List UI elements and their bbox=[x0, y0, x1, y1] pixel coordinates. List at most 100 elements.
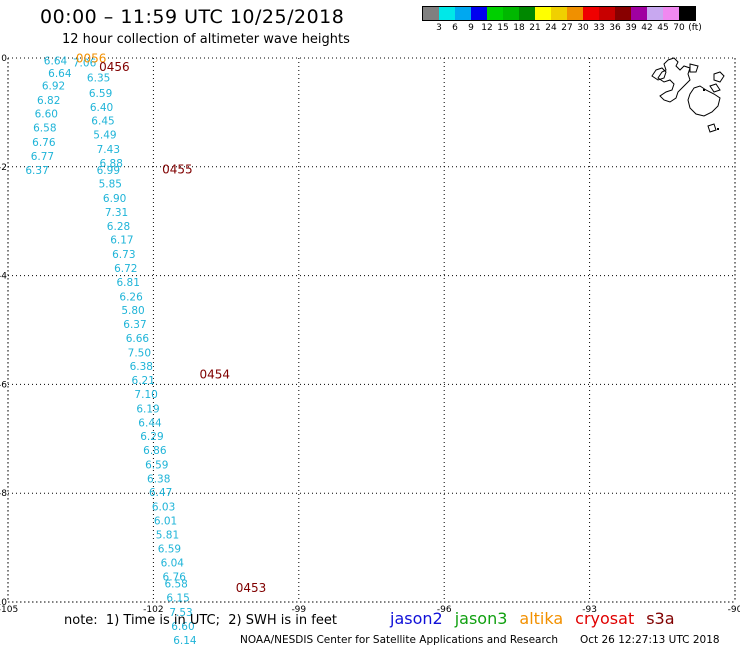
legend-swatch bbox=[487, 7, 503, 20]
satellite-label-jason3: jason3 bbox=[454, 609, 508, 628]
swh-value-label: 7.31 bbox=[105, 207, 128, 219]
footer-credit: NOAA/NESDIS Center for Satellite Applica… bbox=[240, 634, 558, 646]
legend-swatch bbox=[535, 7, 551, 20]
swh-value-label: 6.17 bbox=[110, 235, 133, 247]
swh-value-label: 6.92 bbox=[42, 81, 65, 93]
map-subtitle: 12 hour collection of altimeter wave hei… bbox=[62, 32, 350, 47]
swh-value-label: 6.59 bbox=[158, 544, 181, 556]
coastline-island bbox=[709, 83, 721, 93]
pass-time-label: 0454 bbox=[199, 368, 230, 382]
swh-value-label: 6.26 bbox=[119, 291, 143, 303]
swh-value-label: 6.38 bbox=[147, 474, 170, 486]
legend-color-bar bbox=[422, 6, 696, 21]
lon-tick-label: -93 bbox=[582, 605, 597, 615]
footer-timestamp: Oct 26 12:27:13 UTC 2018 bbox=[580, 634, 720, 646]
swh-value-label: 6.77 bbox=[31, 151, 54, 163]
swh-value-label: 6.29 bbox=[140, 431, 163, 443]
swh-value-label: 6.21 bbox=[132, 375, 155, 387]
legend-label: 9 bbox=[468, 23, 474, 33]
legend-label: 21 bbox=[529, 23, 541, 33]
swh-value-label: 6.47 bbox=[149, 487, 172, 499]
swh-value-label: 6.88 bbox=[100, 158, 123, 170]
swh-value-label: 7.10 bbox=[134, 389, 157, 401]
swh-value-label: 6.81 bbox=[117, 277, 140, 289]
swh-value-label: 6.82 bbox=[37, 95, 60, 107]
pass-time-label: 0456 bbox=[99, 60, 130, 74]
swh-values: 6.646.647.066.356.926.596.826.406.606.45… bbox=[25, 56, 197, 647]
coastline-island bbox=[689, 63, 699, 73]
swh-value-label: 6.40 bbox=[90, 102, 113, 114]
swh-value-label: 6.90 bbox=[103, 193, 126, 205]
swh-value-label: 7.43 bbox=[97, 144, 120, 156]
map-grid bbox=[7, 57, 736, 603]
swh-value-label: 5.80 bbox=[121, 305, 144, 317]
swh-value-label: 6.58 bbox=[33, 123, 56, 135]
lat-tick-label: 0 bbox=[1, 54, 7, 64]
axis-tick-labels: -105 -102 -99 -96 -93 -90 0 -2 -4 -6 -8 -10 bbox=[0, 54, 740, 615]
swh-value-label: 6.37 bbox=[123, 319, 146, 331]
legend-swatch bbox=[519, 7, 535, 20]
legend-swatch bbox=[439, 7, 455, 20]
legend-swatch bbox=[567, 7, 583, 20]
legend-swatch bbox=[471, 7, 487, 20]
legend-swatch bbox=[679, 7, 695, 20]
swh-value-label: 6.59 bbox=[145, 459, 168, 471]
pass-time-label: 0455 bbox=[162, 163, 193, 177]
lat-tick-label: -8 bbox=[0, 489, 7, 499]
legend-label: 45 bbox=[657, 23, 669, 33]
legend-swatch bbox=[615, 7, 631, 20]
swh-value-label: 7.53 bbox=[169, 607, 192, 619]
legend-swatch bbox=[583, 7, 599, 20]
swh-value-label: 6.01 bbox=[154, 515, 177, 527]
lat-tick-label: -4 bbox=[0, 272, 7, 282]
swh-value-label: 6.58 bbox=[164, 579, 187, 591]
legend-labels: 3 6 9 12 15 18 21 24 27 30 33 36 39 42 45 70 (ft) bbox=[422, 21, 702, 35]
galapagos-coastline bbox=[651, 57, 725, 133]
swh-value-label: 5.85 bbox=[99, 179, 122, 191]
legend-label: 27 bbox=[561, 23, 573, 33]
swh-value-label: 6.04 bbox=[161, 557, 185, 569]
lat-tick-label: -10 bbox=[0, 598, 7, 608]
swh-value-label: 6.28 bbox=[107, 221, 130, 233]
coastline-island bbox=[707, 123, 717, 133]
legend-swatch bbox=[647, 7, 663, 20]
swh-value-label: 6.38 bbox=[130, 361, 153, 373]
swh-value-label: 6.03 bbox=[152, 501, 175, 513]
swh-value-label: 6.60 bbox=[171, 621, 194, 633]
legend-label: 36 bbox=[609, 23, 621, 33]
legend-label: 70 bbox=[673, 23, 685, 33]
swh-value-label: 6.72 bbox=[114, 263, 137, 275]
map-title: 00:00 – 11:59 UTC 10/25/2018 bbox=[40, 6, 345, 28]
coastline-islet bbox=[717, 128, 719, 130]
coastline-island bbox=[657, 57, 691, 103]
lon-tick-label: -102 bbox=[143, 605, 163, 615]
legend-label: 6 bbox=[452, 23, 458, 33]
lon-tick-label: -90 bbox=[728, 605, 740, 615]
satellite-key: jason2 jason3 altika cryosat s3a bbox=[390, 609, 687, 628]
legend-label: 3 bbox=[436, 23, 442, 33]
legend-label: 30 bbox=[577, 23, 589, 33]
legend-swatch bbox=[663, 7, 679, 20]
legend-label: 33 bbox=[593, 23, 605, 33]
legend-label: 42 bbox=[641, 23, 653, 33]
lon-tick-label: -96 bbox=[437, 605, 452, 615]
swh-value-label: 6.66 bbox=[126, 333, 150, 345]
color-legend: 3 6 9 12 15 18 21 24 27 30 33 36 39 42 45 70 (ft) bbox=[422, 6, 702, 35]
swh-value-label: 5.49 bbox=[93, 130, 116, 142]
swh-value-label: 6.60 bbox=[35, 108, 58, 120]
satellite-label-jason2: jason2 bbox=[390, 609, 443, 628]
map-frame bbox=[7, 57, 736, 603]
swh-value-label: 6.19 bbox=[136, 403, 159, 415]
swh-value-label: 6.59 bbox=[89, 88, 112, 100]
swh-value-label: 6.76 bbox=[32, 137, 56, 149]
lon-tick-label: -99 bbox=[291, 605, 306, 615]
swh-value-label: 6.64 bbox=[44, 56, 68, 68]
map-border bbox=[7, 57, 736, 603]
swh-value-label: 6.37 bbox=[25, 165, 48, 177]
legend-label: 24 bbox=[545, 23, 557, 33]
swh-value-label: 7.50 bbox=[128, 347, 151, 359]
coastline-island bbox=[687, 85, 721, 117]
pass-time-label: 0453 bbox=[236, 581, 267, 595]
swh-value-label: 6.14 bbox=[173, 635, 197, 647]
